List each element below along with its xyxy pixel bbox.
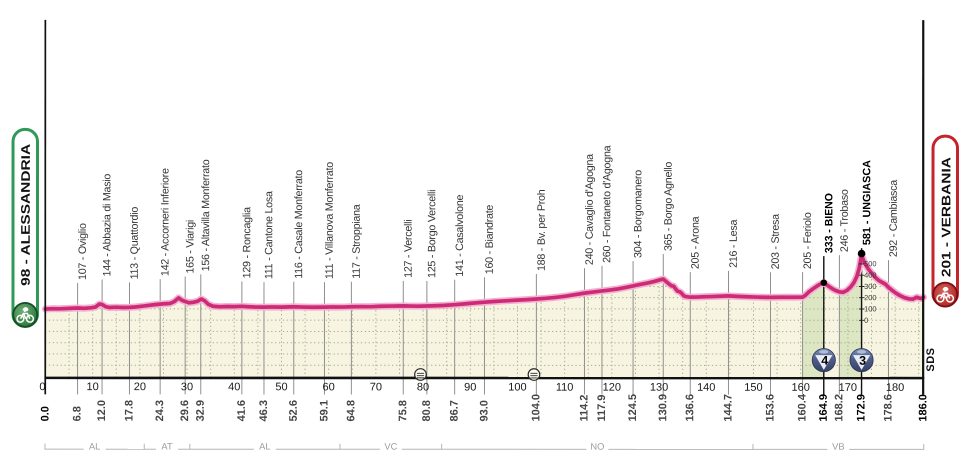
svg-text:30: 30 <box>181 381 193 393</box>
svg-text:98 - ALESSANDRIA: 98 - ALESSANDRIA <box>19 144 33 286</box>
svg-text:333 - BIENO: 333 - BIENO <box>823 193 835 253</box>
svg-text:205 - Arona: 205 - Arona <box>690 216 702 269</box>
svg-text:VB: VB <box>832 442 844 452</box>
svg-text:AL: AL <box>259 442 270 452</box>
svg-text:111 - Cantone Losa: 111 - Cantone Losa <box>263 191 275 279</box>
svg-text:144 - Abbazia di Masio: 144 - Abbazia di Masio <box>101 174 113 277</box>
svg-text:205 - Feriolo: 205 - Feriolo <box>802 212 814 269</box>
svg-text:29.6: 29.6 <box>179 400 191 421</box>
svg-text:17.8: 17.8 <box>123 400 135 421</box>
svg-text:365 - Borgo Agnello: 365 - Borgo Agnello <box>663 162 675 251</box>
svg-text:104.0: 104.0 <box>530 394 542 422</box>
svg-text:130: 130 <box>650 382 668 394</box>
svg-text:200: 200 <box>864 293 876 302</box>
svg-text:150: 150 <box>744 382 762 394</box>
svg-text:581 - UNGIASCA: 581 - UNGIASCA <box>861 160 873 245</box>
svg-text:AT: AT <box>161 442 173 452</box>
svg-text:107 - Oviglio: 107 - Oviglio <box>77 223 89 280</box>
svg-text:172.9: 172.9 <box>856 394 868 422</box>
svg-text:86.7: 86.7 <box>449 400 461 421</box>
svg-text:168.2: 168.2 <box>833 394 845 422</box>
svg-text:144.7: 144.7 <box>722 394 734 422</box>
svg-text:127 - Vercelli: 127 - Vercelli <box>403 220 415 278</box>
svg-text:64.8: 64.8 <box>345 400 357 421</box>
svg-text:SDS: SDS <box>925 347 937 371</box>
svg-text:41.6: 41.6 <box>236 400 248 421</box>
svg-text:140: 140 <box>697 382 715 394</box>
svg-text:20: 20 <box>134 381 146 393</box>
svg-text:111 - Villanova Monferrato: 111 - Villanova Monferrato <box>324 162 336 279</box>
svg-text:4: 4 <box>821 354 828 368</box>
svg-text:113 - Quattordio: 113 - Quattordio <box>129 207 141 280</box>
svg-text:52.6: 52.6 <box>288 400 300 421</box>
svg-text:117 - Stroppiana: 117 - Stroppiana <box>351 204 363 279</box>
svg-text:164.9: 164.9 <box>818 394 830 422</box>
svg-text:80.8: 80.8 <box>421 400 433 421</box>
svg-text:129 - Roncaglia: 129 - Roncaglia <box>241 207 253 278</box>
svg-text:260 - Fontaneto d'Agogna: 260 - Fontaneto d'Agogna <box>601 145 613 263</box>
svg-text:160 - Biandrate: 160 - Biandrate <box>484 205 496 275</box>
svg-text:46.3: 46.3 <box>258 400 270 421</box>
svg-text:500: 500 <box>864 259 876 268</box>
svg-text:304 - Borgomanero: 304 - Borgomanero <box>632 170 644 258</box>
svg-text:400: 400 <box>864 271 876 280</box>
svg-text:60: 60 <box>323 381 335 393</box>
svg-text:80: 80 <box>417 381 429 393</box>
svg-text:165 - Viarigi: 165 - Viarigi <box>184 220 196 274</box>
svg-text:141 - Casalvolone: 141 - Casalvolone <box>454 194 466 276</box>
svg-text:12.0: 12.0 <box>96 400 108 421</box>
svg-text:120: 120 <box>603 382 621 394</box>
svg-text:75.8: 75.8 <box>397 400 409 421</box>
svg-text:156 - Altavilla Monferrato: 156 - Altavilla Monferrato <box>200 159 212 271</box>
svg-text:114.2: 114.2 <box>578 395 590 422</box>
svg-text:59.1: 59.1 <box>318 400 330 421</box>
svg-text:90: 90 <box>464 381 476 393</box>
svg-text:0: 0 <box>39 381 45 393</box>
svg-text:160.4: 160.4 <box>797 393 809 421</box>
svg-text:201 - VERBANIA: 201 - VERBANIA <box>939 157 953 277</box>
svg-text:160: 160 <box>791 382 809 394</box>
svg-text:3: 3 <box>859 354 866 368</box>
svg-text:100: 100 <box>864 304 876 313</box>
svg-text:40: 40 <box>228 381 240 393</box>
svg-text:0: 0 <box>864 316 868 325</box>
svg-text:246 - Trobaso: 246 - Trobaso <box>839 189 851 252</box>
svg-text:AL: AL <box>89 441 100 451</box>
svg-text:292 - Cambiasca: 292 - Cambiasca <box>888 180 900 257</box>
svg-text:186.0: 186.0 <box>917 394 929 422</box>
svg-text:70: 70 <box>370 381 382 393</box>
svg-text:125 - Borgo Vercelli: 125 - Borgo Vercelli <box>426 190 438 278</box>
svg-text:180: 180 <box>886 382 904 394</box>
svg-text:0.0: 0.0 <box>39 406 51 421</box>
svg-text:142 - Accorneri Inferiore: 142 - Accorneri Inferiore <box>159 168 171 276</box>
svg-text:50: 50 <box>275 381 287 393</box>
svg-text:240 - Cavaglio d'Agogna: 240 - Cavaglio d'Agogna <box>584 154 596 265</box>
svg-text:100: 100 <box>508 382 526 394</box>
svg-text:153.6: 153.6 <box>764 394 776 422</box>
svg-text:178.6: 178.6 <box>882 394 894 422</box>
svg-text:10: 10 <box>87 381 99 393</box>
svg-text:216 - Lesa: 216 - Lesa <box>728 220 740 268</box>
svg-text:117.9: 117.9 <box>596 395 608 422</box>
svg-text:136.6: 136.6 <box>684 394 696 422</box>
svg-text:6.8: 6.8 <box>72 406 84 421</box>
svg-text:124.5: 124.5 <box>627 394 639 422</box>
svg-text:93.0: 93.0 <box>478 400 490 421</box>
svg-text:VC: VC <box>384 442 397 452</box>
svg-text:203 - Stresa: 203 - Stresa <box>770 214 782 270</box>
svg-text:130.9: 130.9 <box>657 394 669 422</box>
svg-text:110: 110 <box>556 382 574 394</box>
svg-text:NO: NO <box>590 442 604 452</box>
svg-text:24.3: 24.3 <box>154 400 166 421</box>
svg-text:170: 170 <box>839 382 857 394</box>
svg-text:32.9: 32.9 <box>195 400 207 421</box>
svg-text:300: 300 <box>864 282 876 291</box>
svg-text:188 - Bv. per Proh: 188 - Bv. per Proh <box>536 189 548 271</box>
svg-text:116 - Casale Monferrato: 116 - Casale Monferrato <box>293 170 305 279</box>
